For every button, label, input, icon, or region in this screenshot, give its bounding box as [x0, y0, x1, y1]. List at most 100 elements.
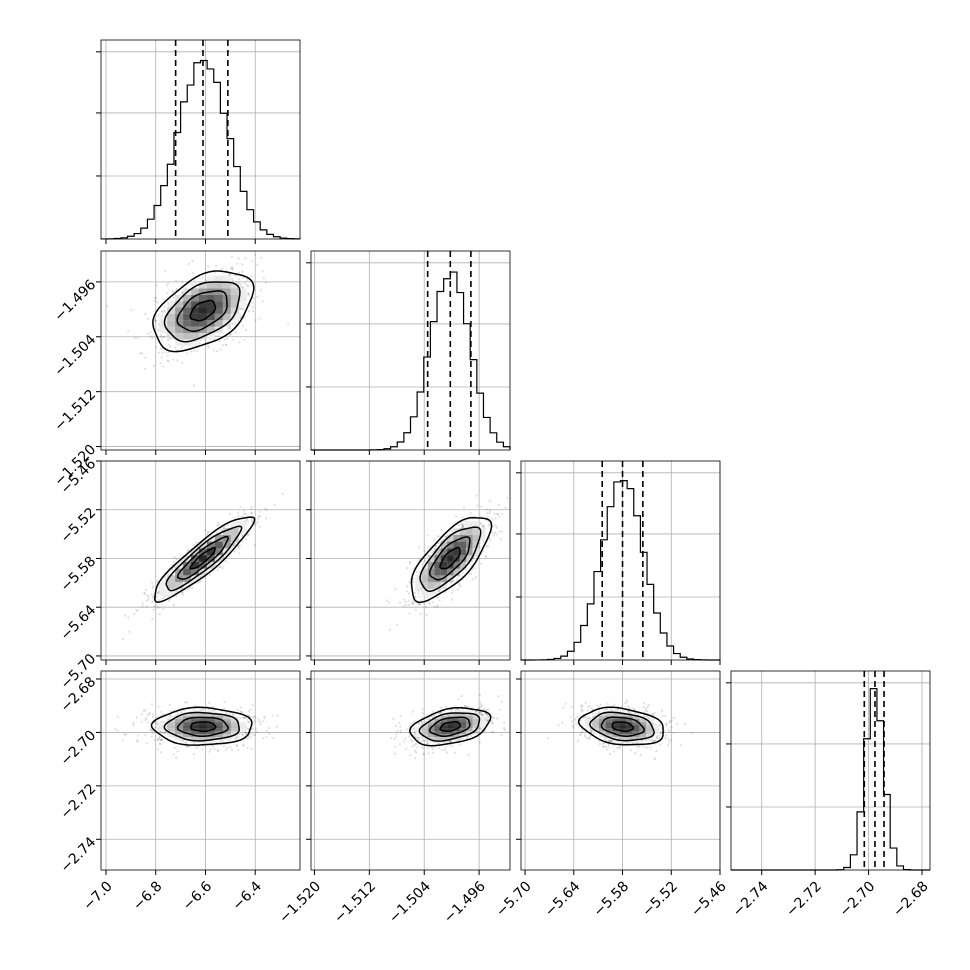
sample-point: [388, 628, 392, 631]
density-bin: [466, 528, 473, 535]
sample-point: [219, 528, 222, 531]
sample-point: [486, 545, 490, 548]
sample-point: [235, 331, 238, 334]
density-bin: [191, 313, 200, 321]
sample-point: [202, 708, 205, 711]
density-bin: [453, 534, 460, 542]
sample-point: [172, 296, 175, 299]
density-bin: [159, 326, 168, 333]
sample-point: [263, 507, 267, 510]
sample-point: [254, 717, 257, 720]
density-bin: [478, 534, 486, 542]
sample-point: [438, 599, 441, 602]
sample-point: [399, 714, 402, 718]
sample-point: [150, 593, 153, 596]
sample-point: [232, 544, 235, 547]
sample-point: [199, 576, 202, 579]
sample-point: [231, 279, 234, 282]
sample-point: [239, 316, 242, 319]
density-bin: [199, 725, 207, 729]
sample-point: [160, 739, 163, 742]
sample-point: [151, 715, 154, 718]
sample-point: [233, 550, 236, 553]
sample-point: [406, 585, 409, 588]
sample-point: [460, 522, 463, 525]
density-bin: [183, 332, 192, 340]
sample-point: [492, 534, 495, 537]
sample-point: [249, 736, 252, 739]
density-bin: [230, 521, 239, 529]
sample-point: [407, 592, 410, 595]
sample-point: [232, 543, 235, 546]
density-bin: [206, 548, 215, 556]
sample-point: [239, 283, 242, 286]
density-bin: [230, 728, 239, 732]
sample-point: [490, 518, 494, 521]
density-bin: [453, 541, 460, 549]
sample-point: [461, 737, 464, 741]
sample-point: [500, 734, 503, 737]
sample-point: [241, 263, 244, 266]
sample-point: [418, 603, 421, 606]
sample-point: [410, 722, 413, 725]
sample-point: [452, 589, 455, 592]
sample-point: [229, 746, 232, 749]
sample-point: [151, 600, 154, 604]
density-bin: [421, 568, 429, 576]
density-bin: [459, 528, 467, 535]
sample-point: [457, 524, 461, 527]
sample-point: [247, 720, 250, 724]
sample-point: [226, 746, 229, 749]
sample-point: [155, 284, 159, 287]
sample-point: [387, 601, 391, 604]
sample-point: [478, 693, 482, 697]
sample-point: [432, 710, 435, 713]
sample-point: [135, 716, 138, 719]
density-bin: [238, 722, 247, 726]
sample-point: [405, 590, 408, 593]
sample-point: [116, 729, 120, 732]
sample-point: [232, 338, 235, 342]
density-bin: [230, 725, 239, 729]
sample-point: [417, 589, 420, 592]
sample-point: [156, 580, 159, 583]
sample-point: [486, 511, 489, 515]
contour-2-0-1: [176, 535, 229, 580]
sample-point: [168, 345, 171, 349]
sample-point: [485, 545, 488, 548]
sample-point: [460, 526, 464, 529]
sample-point: [273, 503, 276, 506]
sample-point: [398, 743, 401, 746]
sample-point: [403, 740, 406, 743]
density-bin: [167, 728, 176, 732]
sample-point: [503, 721, 506, 724]
sample-point: [216, 568, 219, 571]
sample-point: [121, 637, 125, 641]
sample-point: [152, 595, 155, 598]
sample-point: [261, 720, 264, 723]
sample-point: [221, 344, 224, 347]
sample-point: [169, 714, 172, 717]
sample-point: [247, 533, 250, 536]
sample-point: [419, 588, 422, 591]
sample-point: [256, 521, 259, 524]
sample-point: [237, 277, 240, 281]
sample-point: [264, 281, 268, 284]
sample-point: [152, 712, 155, 715]
sample-point: [158, 351, 161, 354]
sample-point: [418, 570, 421, 573]
sample-point: [235, 274, 238, 277]
sample-point: [445, 535, 448, 538]
sample-point: [199, 338, 202, 342]
sample-point: [186, 745, 189, 748]
sample-point: [254, 523, 258, 526]
density-bin: [175, 339, 184, 346]
sample-point: [223, 707, 226, 710]
sample-point: [426, 546, 429, 549]
sample-point: [227, 327, 230, 330]
density-bin: [415, 575, 422, 583]
sample-point: [144, 733, 147, 736]
sample-point: [191, 587, 194, 590]
sample-point: [244, 512, 247, 515]
sample-point: [429, 546, 432, 549]
